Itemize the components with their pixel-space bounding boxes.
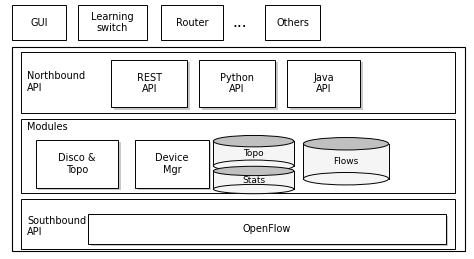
- Bar: [138, 142, 211, 190]
- Bar: [287, 60, 360, 107]
- Ellipse shape: [213, 135, 294, 147]
- Bar: [12, 5, 66, 40]
- Bar: [111, 60, 187, 107]
- Bar: [202, 62, 278, 110]
- Bar: [265, 5, 320, 40]
- Text: Topo: Topo: [243, 149, 264, 158]
- Bar: [36, 140, 118, 188]
- Ellipse shape: [303, 172, 389, 185]
- Text: Java
API: Java API: [313, 73, 334, 94]
- Bar: [38, 142, 121, 190]
- Text: Flows: Flows: [333, 157, 359, 166]
- Bar: [135, 140, 209, 188]
- Text: Device
Mgr: Device Mgr: [155, 153, 189, 175]
- Bar: [199, 60, 275, 107]
- Bar: [88, 214, 446, 244]
- Text: Router: Router: [176, 18, 208, 28]
- Text: ...: ...: [232, 15, 246, 30]
- Ellipse shape: [213, 184, 294, 194]
- Bar: [21, 119, 455, 193]
- Bar: [12, 47, 465, 251]
- Bar: [290, 62, 363, 110]
- Bar: [91, 216, 448, 246]
- Text: Modules: Modules: [27, 122, 68, 132]
- Text: GUI: GUI: [30, 18, 48, 28]
- Ellipse shape: [213, 166, 294, 176]
- Ellipse shape: [303, 138, 389, 150]
- Bar: [21, 199, 455, 249]
- Text: Others: Others: [276, 18, 309, 28]
- Text: Northbound
API: Northbound API: [27, 71, 85, 93]
- Bar: [213, 171, 294, 189]
- Text: Python
API: Python API: [220, 73, 254, 94]
- Ellipse shape: [213, 160, 294, 171]
- Text: Disco &
Topo: Disco & Topo: [58, 153, 96, 175]
- Text: OpenFlow: OpenFlow: [242, 224, 291, 234]
- Bar: [213, 141, 294, 166]
- Text: Stats: Stats: [242, 176, 265, 184]
- Bar: [114, 62, 190, 110]
- Text: REST
API: REST API: [137, 73, 162, 94]
- Bar: [78, 5, 147, 40]
- Text: Southbound
API: Southbound API: [27, 216, 86, 238]
- Text: Learning
switch: Learning switch: [91, 12, 134, 33]
- Bar: [161, 5, 223, 40]
- Bar: [303, 144, 389, 179]
- Bar: [21, 52, 455, 113]
